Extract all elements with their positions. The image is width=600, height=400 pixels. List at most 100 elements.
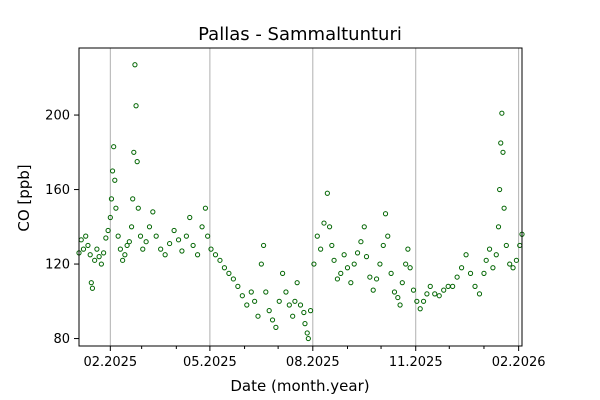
data-point	[403, 261, 409, 267]
data-point	[235, 283, 241, 289]
data-point	[111, 144, 117, 150]
data-point	[427, 283, 433, 289]
data-point	[341, 252, 347, 258]
data-point	[363, 254, 370, 260]
data-point	[472, 283, 478, 289]
data-point	[420, 298, 427, 304]
data-point	[476, 291, 483, 297]
x-tick-label: 02.2025	[83, 355, 137, 370]
data-point	[252, 298, 258, 304]
y-tick-label: 200	[45, 109, 70, 124]
data-point	[230, 276, 236, 282]
data-point	[500, 149, 506, 155]
data-point	[183, 233, 189, 239]
data-point	[226, 270, 232, 276]
data-point	[130, 196, 136, 202]
data-point	[134, 159, 140, 165]
data-point	[190, 242, 196, 249]
data-point	[146, 224, 153, 230]
data-point	[87, 252, 93, 258]
data-point	[510, 265, 516, 271]
grid-layer	[109, 48, 520, 346]
data-point	[385, 233, 391, 239]
data-point	[407, 265, 413, 271]
data-point	[94, 246, 100, 252]
data-point	[395, 294, 401, 301]
data-point	[260, 242, 267, 249]
data-point	[80, 246, 87, 252]
data-point	[302, 321, 308, 327]
data-point	[83, 233, 89, 239]
data-point	[498, 140, 504, 146]
data-point	[266, 308, 272, 314]
data-point	[167, 240, 173, 247]
data-point	[98, 261, 104, 267]
data-point	[348, 280, 354, 286]
data-point	[131, 149, 137, 155]
data-point	[441, 287, 447, 293]
data-point	[481, 270, 487, 276]
x-tick-label: 11.2025	[389, 355, 443, 370]
data-point	[458, 265, 465, 271]
data-point	[493, 252, 499, 258]
data-point	[113, 205, 119, 211]
data-point	[380, 242, 386, 249]
data-point	[497, 186, 503, 193]
data-point	[503, 242, 509, 249]
data-point	[499, 110, 505, 116]
data-point	[382, 211, 389, 217]
data-point	[221, 265, 228, 271]
data-point	[132, 62, 138, 68]
data-point	[397, 302, 403, 308]
data-point	[117, 246, 123, 252]
data-point	[105, 227, 111, 234]
tick-marks	[74, 114, 520, 351]
y-tick-label: 80	[53, 332, 70, 347]
data-point	[373, 276, 380, 282]
data-point	[217, 257, 223, 263]
data-point	[92, 257, 98, 263]
data-point	[158, 246, 164, 252]
data-point	[454, 274, 460, 280]
data-point	[276, 298, 282, 304]
y-tick-label: 120	[45, 258, 70, 273]
data-point	[463, 252, 469, 258]
data-point	[120, 257, 126, 263]
data-point	[290, 313, 296, 319]
data-point	[162, 252, 168, 258]
data-point	[405, 246, 411, 252]
data-point	[133, 103, 139, 109]
data-point	[436, 293, 442, 299]
data-point	[109, 168, 116, 174]
y-tick-label: 160	[45, 183, 70, 198]
data-point	[318, 246, 324, 252]
data-point	[202, 205, 209, 211]
chart-title: Pallas - Sammaltunturi	[198, 24, 402, 45]
data-point	[244, 302, 250, 308]
data-point	[361, 224, 367, 230]
data-point	[344, 265, 351, 271]
data-point	[239, 293, 245, 299]
data-point	[370, 287, 376, 293]
x-axis-label: Date (month.year)	[230, 377, 369, 395]
data-point	[297, 302, 304, 308]
data-point	[103, 235, 109, 241]
data-point	[338, 270, 344, 276]
data-point	[388, 270, 394, 276]
data-point	[314, 233, 320, 239]
data-point	[85, 242, 91, 249]
data-point	[153, 233, 159, 239]
data-point	[101, 250, 107, 256]
data-point	[126, 239, 132, 245]
data-point	[208, 246, 214, 252]
data-point	[112, 177, 118, 183]
data-point	[391, 289, 398, 295]
data-point	[137, 233, 144, 239]
data-point	[283, 289, 289, 295]
data-point	[140, 246, 146, 252]
data-point	[150, 209, 156, 215]
data-point	[273, 324, 279, 330]
data-point	[96, 254, 102, 260]
